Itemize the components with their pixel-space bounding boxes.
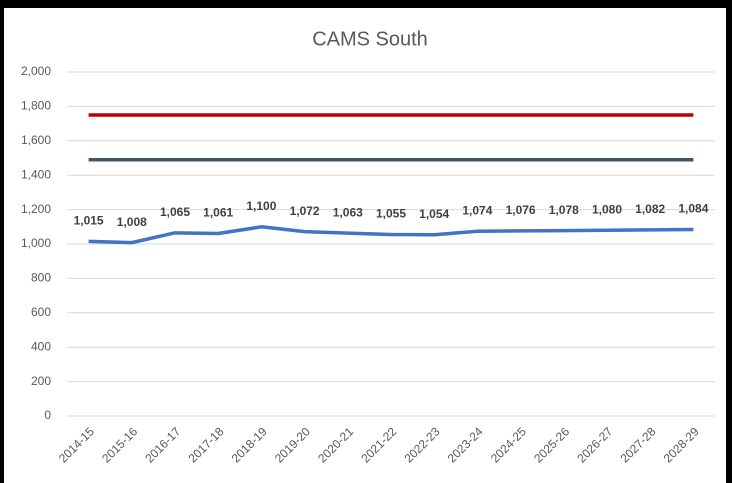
data-label: 1,100 <box>246 199 276 213</box>
y-tick-label: 0 <box>44 408 51 422</box>
y-tick-label: 1,400 <box>21 167 51 181</box>
y-tick-label: 1,000 <box>21 236 51 250</box>
chart-area <box>4 8 726 483</box>
y-tick-label: 600 <box>31 305 51 319</box>
y-tick-label: 1,600 <box>21 133 51 147</box>
y-tick-label: 200 <box>31 374 51 388</box>
y-tick-label: 1,800 <box>21 99 51 113</box>
data-label: 1,080 <box>592 202 622 216</box>
data-label: 1,055 <box>376 207 406 221</box>
y-tick-label: 400 <box>31 339 51 353</box>
data-label: 1,063 <box>333 205 363 219</box>
data-label: 1,074 <box>462 203 492 217</box>
data-label: 1,078 <box>549 203 579 217</box>
data-label: 1,065 <box>160 205 190 219</box>
data-label: 1,054 <box>419 207 449 221</box>
data-label: 1,082 <box>635 202 665 216</box>
y-tick-label: 2,000 <box>21 64 51 78</box>
data-label: 1,008 <box>117 215 147 229</box>
data-label: 1,061 <box>203 206 233 220</box>
data-label: 1,015 <box>74 214 104 228</box>
y-tick-label: 800 <box>31 271 51 285</box>
chart-title: CAMS South <box>312 28 428 50</box>
data-label: 1,072 <box>290 204 320 218</box>
data-label: 1,076 <box>506 203 536 217</box>
y-tick-label: 1,200 <box>21 202 51 216</box>
data-label: 1,084 <box>678 202 708 216</box>
series-line <box>88 225 694 245</box>
